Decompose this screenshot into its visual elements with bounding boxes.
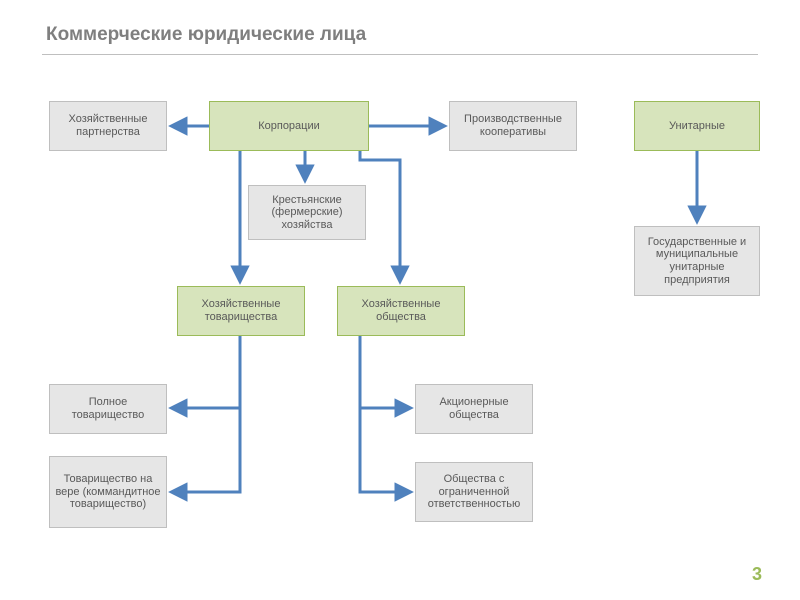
node-partn: Хозяйственные товарищества [177,286,305,336]
title-rule [42,54,758,55]
node-full: Полное товарищество [49,384,167,434]
node-vera: Товарищество на вере (коммандитное товар… [49,456,167,528]
node-gup: Государственные и муниципальные унитарны… [634,226,760,296]
node-unitary: Унитарные [634,101,760,151]
node-farm: Крестьянские (фермерские) хозяйства [248,185,366,240]
page-title: Коммерческие юридические лица [46,24,366,46]
node-ooo: Общества с ограниченной ответственностью [415,462,533,522]
node-corp: Корпорации [209,101,369,151]
page-number: 3 [752,564,762,585]
edge [360,151,400,281]
edge [360,336,405,492]
node-coop: Производственные кооперативы [449,101,577,151]
node-soc: Хозяйственные общества [337,286,465,336]
node-ao: Акционерные общества [415,384,533,434]
node-hozpart: Хозяйственные партнерства [49,101,167,151]
edge [177,336,240,492]
